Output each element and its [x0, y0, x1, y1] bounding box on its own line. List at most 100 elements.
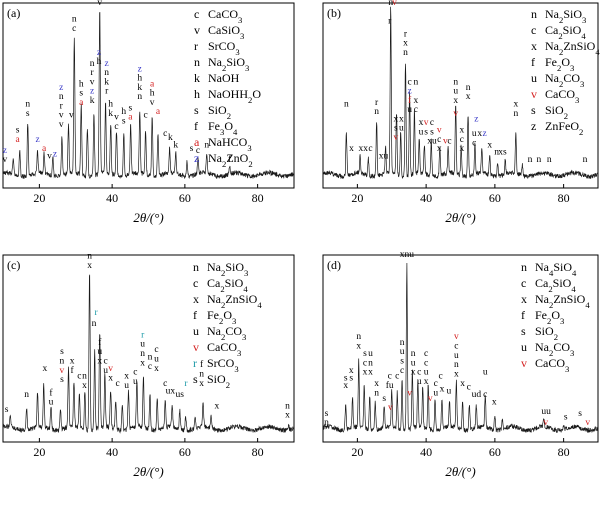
legend-symbol: s — [193, 372, 198, 386]
peak-label: a — [128, 113, 133, 123]
peak-label: k — [108, 109, 113, 119]
peak-label: u — [97, 347, 102, 357]
legend-phase-name: Ca2SiO4 — [207, 276, 248, 294]
peak-label: v — [543, 418, 548, 428]
peak-label: x — [460, 144, 465, 154]
peak-label: h — [108, 100, 113, 110]
peak-label: f — [228, 154, 232, 165]
legend-phase-name: CaSiO3 — [208, 23, 244, 41]
peak-label: n — [494, 148, 499, 158]
peak-label: n — [82, 371, 87, 381]
peak-label: s — [128, 103, 132, 113]
peak-label: x — [82, 381, 87, 391]
peak-label: v — [90, 77, 95, 87]
legend-phase-name: Na2ZnO2 — [208, 151, 253, 169]
peak-label: x — [87, 261, 92, 271]
legend-symbol: f — [194, 119, 198, 133]
peak-label: xnu — [400, 250, 415, 260]
peak-label: x — [140, 358, 145, 368]
legend-phase-name: ZnFeO2 — [545, 119, 583, 137]
peak-label: c — [460, 135, 464, 145]
xrd-panel-c: 20 40 60 80 (c) 2θ/(°) n Na2SiO3 c Ca2SiO4 x Na2ZnS… — [2, 252, 295, 479]
x-tick-label: 60 — [179, 191, 191, 205]
peak-label: u — [424, 368, 429, 378]
peak-label: x — [454, 370, 459, 380]
x-tick-label: 80 — [252, 191, 264, 205]
legend-symbol: c — [193, 276, 198, 290]
peak-label: s — [363, 349, 367, 359]
peak-label: xu — [427, 137, 437, 147]
legend-phase-name: Na2ZnSiO4 — [545, 39, 600, 57]
peak-label: s — [60, 347, 64, 357]
peak-label: v — [407, 388, 412, 398]
peak-label: c — [143, 111, 147, 121]
legend-symbol: u — [521, 340, 527, 354]
legend-symbol: f — [193, 308, 197, 322]
peak-label: a — [79, 98, 84, 108]
legend-symbol: f — [531, 55, 535, 69]
peak-label: x — [399, 114, 404, 124]
peak-label: u — [454, 351, 459, 361]
peak-label: s — [16, 126, 20, 136]
peak-label: f — [200, 359, 204, 370]
peak-label: c — [408, 77, 412, 87]
legend-phase-name: Fe2O3 — [207, 308, 236, 326]
peak-label: h — [137, 74, 142, 84]
peak-label: s — [564, 413, 568, 423]
plot-frame — [2, 254, 295, 443]
peak-label: v — [585, 418, 590, 428]
peak-label: x — [358, 144, 363, 154]
x-tick-label: 60 — [489, 191, 501, 205]
legend-symbol: v — [531, 87, 537, 101]
x-tick-label: 40 — [106, 191, 118, 205]
legend-phase-name: Fe3O4 — [208, 119, 238, 137]
peak-label: v — [59, 111, 64, 121]
legend-phase-name: Na4SiO4 — [535, 260, 577, 278]
peak-label: v — [392, 0, 397, 8]
peak-label: n — [104, 68, 109, 78]
peak-label: ud — [472, 390, 482, 400]
peak-label: s — [325, 409, 329, 419]
peak-label: c — [114, 122, 118, 132]
x-tick-label: 60 — [179, 445, 191, 459]
peak-label: u — [103, 366, 108, 376]
peak-label: x — [437, 144, 442, 154]
peak-label: x — [363, 144, 368, 154]
legend-symbol: n — [194, 55, 200, 69]
peak-label: k — [173, 140, 178, 150]
peak-label: f — [49, 387, 53, 398]
peak-label: s — [79, 89, 83, 99]
peak-label: u — [411, 358, 416, 368]
peak-label: c — [133, 368, 137, 378]
peak-label: z — [105, 59, 109, 69]
peak-label: v — [59, 120, 64, 130]
peak-label: z — [59, 83, 63, 93]
peak-label: r — [105, 87, 109, 97]
peak-label: c — [424, 358, 428, 368]
peak-label: x — [70, 356, 75, 366]
peak-label: x — [411, 368, 416, 378]
peak-label: v — [454, 332, 459, 342]
legend-symbol: z — [194, 151, 199, 165]
peak-label: n — [344, 100, 349, 110]
peak-label: u — [368, 349, 373, 359]
plot-frame — [322, 254, 599, 443]
peak-label: u — [419, 127, 424, 137]
xrd-trace — [2, 274, 295, 434]
legend-symbol: f — [521, 308, 525, 322]
peak-label: c — [115, 379, 119, 389]
legend-symbol: v — [193, 340, 199, 354]
x-tick-label: 80 — [558, 445, 570, 459]
legend-phase-name: CaCO3 — [207, 340, 241, 358]
peak-label: s — [60, 375, 64, 385]
peak-label: z — [90, 87, 94, 97]
peak-label: fu — [386, 380, 394, 391]
peak-label: x — [343, 381, 348, 391]
peak-label: n — [285, 401, 290, 411]
peak-label: c — [148, 362, 152, 372]
peak-label: c — [363, 358, 367, 368]
peak-label: x — [356, 342, 361, 352]
legend-symbol: h — [194, 87, 200, 101]
